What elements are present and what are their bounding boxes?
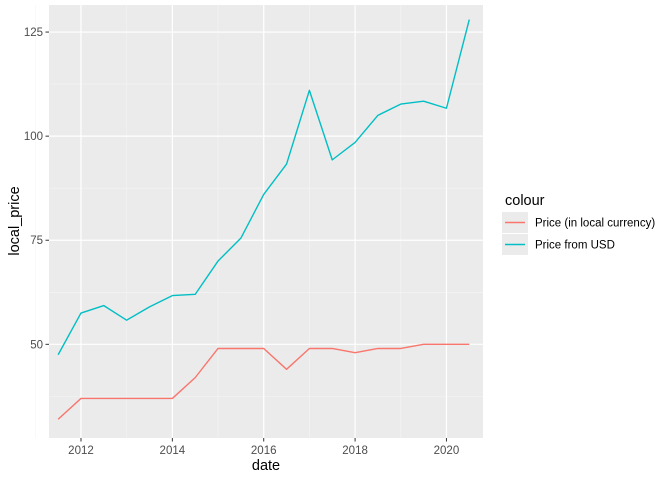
y-tick-label: 100 (24, 131, 43, 143)
y-tick-label: 125 (24, 27, 43, 39)
x-tick-label: 2020 (434, 445, 460, 457)
y-tick-label: 75 (30, 235, 43, 247)
x-axis-title: date (252, 458, 280, 474)
plot-panel (49, 5, 483, 438)
x-tick-label: 2016 (251, 445, 277, 457)
series-layer (57, 19, 470, 420)
legend-title: colour (505, 193, 545, 209)
legend: colour Price (in local currency) Price f… (502, 193, 655, 255)
x-tick-label: 2014 (160, 445, 186, 457)
legend-label-usd: Price from USD (535, 240, 615, 252)
y-tick-label: 50 (30, 339, 43, 351)
minor-gridlines (34, 5, 483, 438)
series-line-local-currency (57, 343, 470, 420)
x-tick-label: 2012 (68, 445, 94, 457)
series-line-usd (57, 19, 470, 356)
axis-tick-labels: 2012 2014 2016 2018 2020 50 75 100 125 (24, 27, 459, 457)
legend-label-local-currency: Price (in local currency) (535, 218, 655, 230)
x-tick-label: 2018 (342, 445, 368, 457)
major-gridlines (49, 5, 483, 438)
y-axis-title: local_price (7, 186, 23, 255)
axis-ticks (45, 31, 447, 442)
